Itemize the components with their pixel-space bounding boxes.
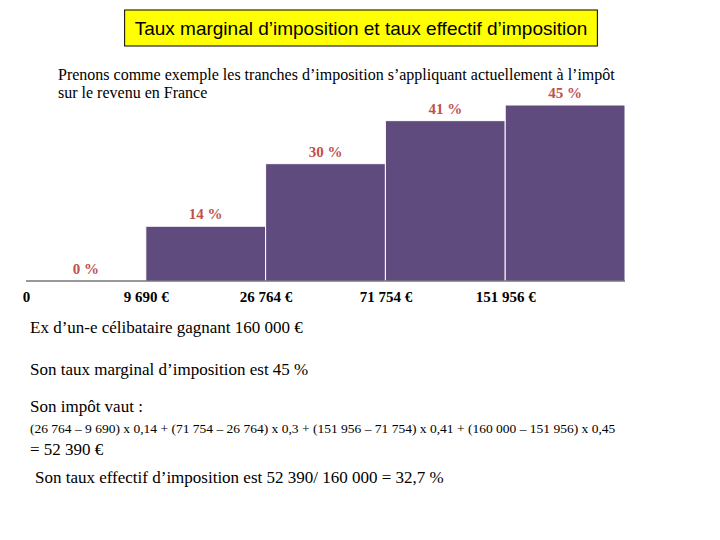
bar bbox=[146, 226, 266, 281]
annotation: Son taux effectif d’imposition est 52 39… bbox=[35, 468, 444, 487]
x-tick-label: 71 754 € bbox=[360, 289, 413, 305]
data-labels: 0 % 14 % 30 % 41 % 45 % bbox=[73, 85, 582, 277]
x-tick-label: 0 bbox=[23, 289, 31, 305]
x-tick-label: 9 690 € bbox=[124, 289, 170, 305]
x-axis: 0 9 690 € 26 764 € 71 754 € 151 956 € bbox=[23, 281, 625, 305]
data-label: 41 % bbox=[428, 101, 462, 117]
data-label: 0 % bbox=[73, 261, 99, 277]
x-tick-label: 151 956 € bbox=[476, 289, 537, 305]
subtitle: Prenons comme exemple les tranches d’imp… bbox=[58, 66, 615, 84]
slide: Taux marginal d’imposition et taux effec… bbox=[0, 0, 720, 540]
annotation: Ex d’un-e célibataire gagnant 160 000 € bbox=[30, 318, 303, 337]
subtitle: sur le revenu en France bbox=[58, 84, 207, 101]
annotations: Ex d’un-e célibataire gagnant 160 000 € S… bbox=[30, 318, 616, 487]
annotation: Son impôt vaut : bbox=[30, 397, 143, 416]
bar bbox=[385, 121, 505, 281]
bar bbox=[266, 164, 386, 281]
title-box bbox=[125, 10, 598, 46]
x-tick: 0 bbox=[23, 281, 31, 305]
bars bbox=[146, 105, 625, 281]
x-tick: 71 754 € bbox=[360, 281, 413, 305]
annotation: = 52 390 € bbox=[30, 440, 104, 459]
title: Taux marginal d’imposition et taux effec… bbox=[135, 18, 588, 39]
bar bbox=[505, 105, 625, 281]
x-tick: 9 690 € bbox=[124, 281, 170, 305]
data-label: 14 % bbox=[189, 206, 223, 222]
x-tick: 26 764 € bbox=[240, 281, 293, 305]
x-tick-label: 26 764 € bbox=[240, 289, 293, 305]
data-label: 30 % bbox=[309, 144, 343, 160]
title-group: Taux marginal d’imposition et taux effec… bbox=[125, 10, 598, 46]
x-tick: 151 956 € bbox=[476, 281, 537, 305]
chart-svg: Taux marginal d’imposition et taux effec… bbox=[0, 0, 720, 540]
data-label: 45 % bbox=[548, 85, 582, 101]
annotation: (26 764 – 9 690) x 0,14 + (71 754 – 26 7… bbox=[30, 421, 616, 436]
x-axis-line bbox=[26, 281, 625, 282]
annotation: Son taux marginal d’imposition est 45 % bbox=[30, 360, 308, 379]
